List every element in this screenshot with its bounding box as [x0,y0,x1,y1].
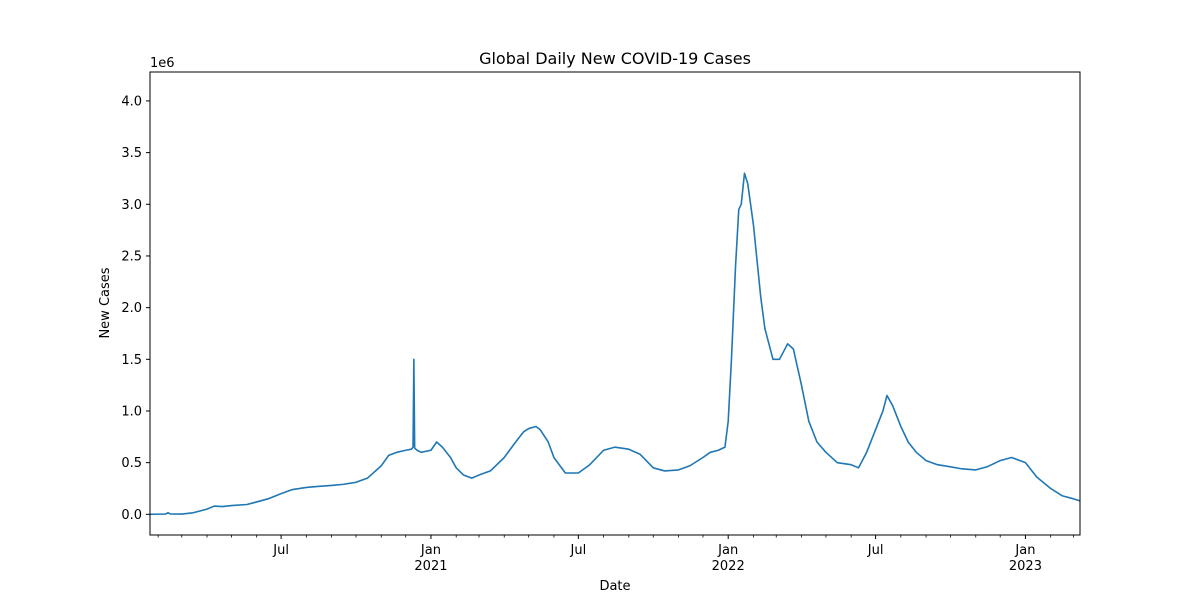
y-tick-label: 1.5 [121,353,142,368]
x-tick-label: Jan [1014,543,1035,558]
y-tick-label: 4.0 [121,94,142,109]
plot-layer [149,172,1081,516]
x-tick-year-label: 2021 [414,559,447,574]
y-axis-title: New Cases [98,267,113,338]
y-tick-label: 0.5 [121,456,142,471]
x-tick-label: Jan [717,543,738,558]
chart-title: Global Daily New COVID-19 Cases [479,49,751,68]
x-tick-label: Jan [420,543,441,558]
series-line-0 [149,172,1081,516]
y-tick-label: 1.0 [121,404,142,419]
x-tick-label: Jul [867,543,884,558]
y-tick-label: 0.0 [121,508,142,523]
x-tick-label: Jul [570,543,587,558]
y-offset-label: 1e6 [150,56,175,71]
x-tick-year-label: 2023 [1009,559,1042,574]
y-tick-label: 3.0 [121,198,142,213]
plot-frame [149,71,1081,536]
x-axis-title: Date [599,579,630,594]
y-tick-label: 2.5 [121,249,142,264]
y-axis: 0.0 0.5 1.0 1.5 2.0 2.5 3.0 3.5 4.0 [121,94,150,523]
x-tick-label: Jul [272,543,289,558]
y-tick-label: 2.0 [121,301,142,316]
y-tick-label: 3.5 [121,146,142,161]
x-tick-year-label: 2022 [712,559,745,574]
